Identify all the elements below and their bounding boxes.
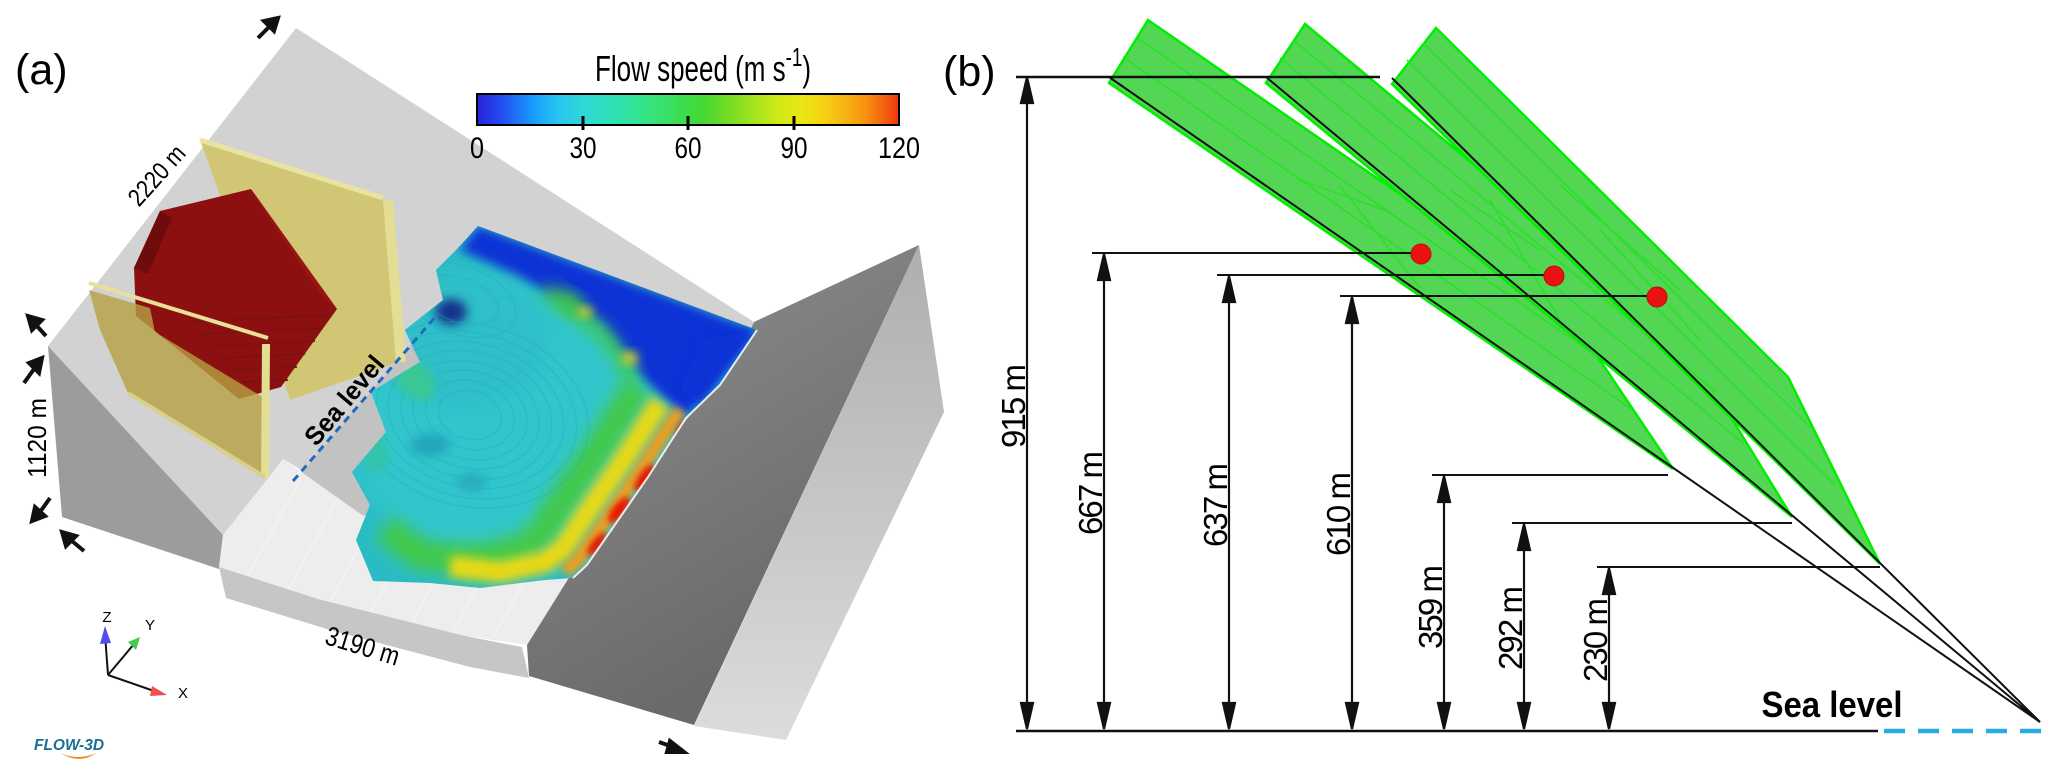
svg-text:90: 90 (781, 132, 808, 165)
svg-text:230 m: 230 m (1577, 598, 1614, 682)
svg-text:(a): (a) (15, 46, 68, 94)
svg-text:1120 m: 1120 m (22, 398, 52, 478)
svg-text:30: 30 (570, 132, 597, 165)
svg-text:292 m: 292 m (1492, 586, 1529, 670)
svg-text:X: X (178, 685, 188, 702)
svg-text:FLOW-3D: FLOW-3D (34, 737, 104, 754)
svg-text:Z: Z (102, 609, 111, 626)
svg-text:60: 60 (675, 132, 702, 165)
svg-text:Flow speed (m s-1): Flow speed (m s-1) (595, 42, 811, 89)
svg-text:Y: Y (145, 617, 155, 634)
svg-text:359 m: 359 m (1412, 565, 1449, 649)
svg-text:667 m: 667 m (1072, 451, 1109, 535)
svg-text:120: 120 (878, 132, 920, 165)
svg-text:915 m: 915 m (995, 364, 1032, 448)
svg-text:637 m: 637 m (1197, 463, 1234, 547)
svg-text:0: 0 (470, 132, 484, 165)
svg-text:(b): (b) (943, 48, 996, 96)
svg-text:Sea level: Sea level (1762, 684, 1903, 725)
svg-text:610 m: 610 m (1320, 472, 1357, 556)
